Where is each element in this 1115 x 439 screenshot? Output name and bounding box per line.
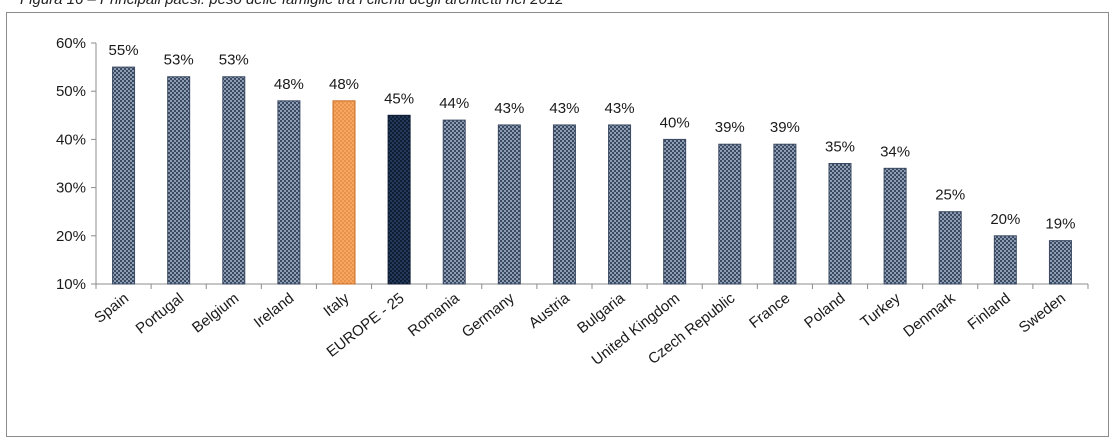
x-tick-label: Portugal: [133, 290, 187, 338]
bar-value-label: 39%: [770, 119, 800, 136]
bar-value-label: 55%: [109, 42, 139, 59]
bar-ireland: [277, 100, 301, 285]
bar-value-label: 39%: [715, 119, 745, 136]
bar-italy: [332, 100, 356, 285]
bar-poland: [828, 163, 852, 285]
bar-united-kingdom: [663, 138, 687, 285]
x-tick-label: Spain: [91, 290, 132, 327]
bar-denmark: [938, 211, 962, 285]
x-tick-label: France: [746, 290, 793, 332]
bar-value-label: 53%: [219, 52, 249, 69]
y-tick-label: 10%: [56, 276, 86, 293]
bar-value-label: 43%: [605, 100, 635, 117]
y-tick-label: 40%: [56, 131, 86, 148]
bar-value-label: 40%: [660, 114, 690, 131]
chart-bars: [112, 66, 1072, 285]
bar-value-label: 25%: [935, 187, 965, 204]
bar-portugal: [167, 76, 191, 285]
chart-value-labels: 55% 53% 53% 48% 48% 45% 44% 43% 43% 43% 40% 39% 39% 3…: [109, 42, 1076, 233]
bar-value-label: 48%: [274, 76, 304, 93]
bar-spain: [112, 66, 136, 285]
x-tick-label: Poland: [801, 290, 848, 332]
bar-value-label: 35%: [825, 139, 855, 156]
x-tick-label: Italy: [320, 289, 353, 320]
x-tick-label: Germany: [459, 289, 518, 341]
bar-europe-25: [387, 114, 411, 285]
bar-value-label: 45%: [384, 90, 414, 107]
x-tick-label: Turkey: [857, 289, 904, 331]
y-tick-label: 20%: [56, 228, 86, 245]
bar-value-label: 34%: [880, 143, 910, 160]
bar-value-label: 43%: [549, 100, 579, 117]
bar-czech-republic: [718, 143, 742, 285]
y-tick-label: 30%: [56, 180, 86, 197]
bar-bulgaria: [608, 124, 632, 285]
figure-caption: Figura 16 – Principali paesi: peso delle…: [20, 0, 564, 8]
bar-austria: [552, 124, 576, 285]
bar-value-label: 19%: [1045, 216, 1075, 233]
bar-romania: [442, 119, 466, 285]
x-tick-label: Finland: [965, 290, 1014, 334]
bar-finland: [993, 235, 1017, 285]
x-tick-label: Sweden: [1016, 290, 1069, 337]
x-tick-label: Austria: [526, 289, 574, 332]
bar-value-label: 44%: [439, 95, 469, 112]
bar-turkey: [883, 167, 907, 285]
x-tick-label: Denmark: [900, 289, 959, 340]
bar-france: [773, 143, 797, 285]
x-tick-label: Belgium: [189, 290, 242, 337]
x-tick-label: Ireland: [251, 290, 298, 332]
bar-value-label: 20%: [990, 211, 1020, 228]
bar-value-label: 48%: [329, 76, 359, 93]
y-tick-label: 50%: [56, 83, 86, 100]
bar-sweden: [1048, 240, 1072, 285]
chart-frame: [6, 12, 1109, 437]
x-tick-label: Romania: [405, 289, 463, 340]
bar-value-label: 53%: [164, 52, 194, 69]
bar-belgium: [222, 76, 246, 285]
bar-germany: [497, 124, 521, 285]
y-tick-label: 60%: [56, 35, 86, 52]
bar-value-label: 43%: [494, 100, 524, 117]
chart-axes: 10% 20% 30% 40% 50% 60%: [56, 35, 1089, 293]
